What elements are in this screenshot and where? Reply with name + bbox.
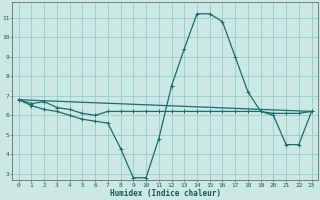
X-axis label: Humidex (Indice chaleur): Humidex (Indice chaleur) [110,189,220,198]
